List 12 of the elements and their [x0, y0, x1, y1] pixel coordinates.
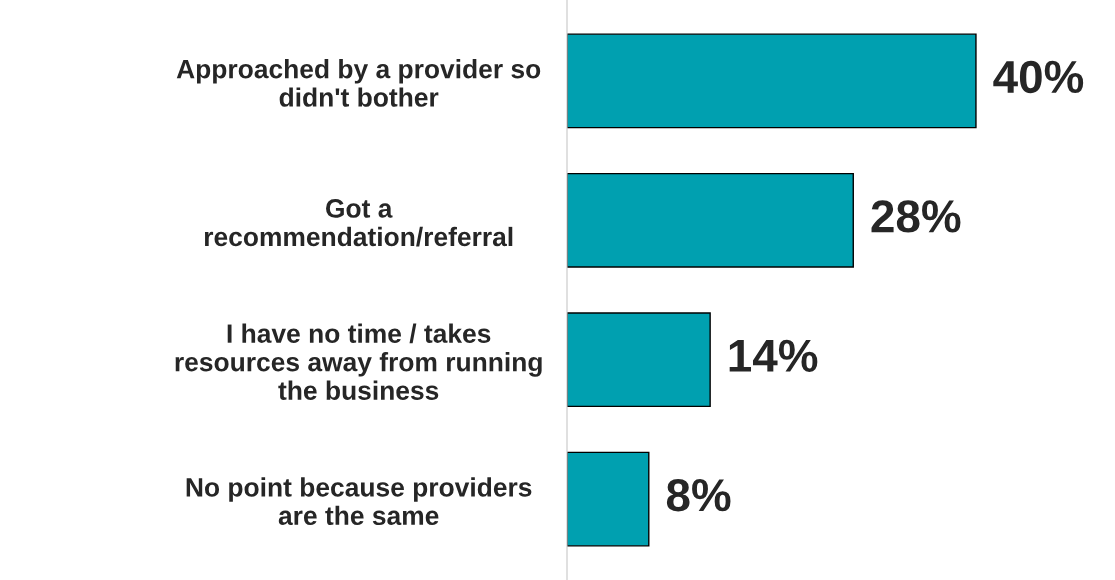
data-label: 14% — [729, 339, 818, 372]
bar — [567, 312, 711, 408]
data-label: 40% — [993, 60, 1084, 94]
bar — [567, 451, 650, 547]
data-label: 28% — [871, 200, 961, 233]
data-label: 8% — [666, 478, 731, 512]
bar — [567, 33, 977, 129]
y-tick-label: Got a recommendation/referral — [204, 199, 513, 247]
y-tick-label: No point because providers are the same — [186, 477, 532, 526]
bar — [567, 172, 854, 268]
y-tick-label: Approached by a provider so didn't bother — [176, 59, 541, 107]
y-tick-label: I have no time / takes resources away from running the business — [175, 323, 542, 400]
